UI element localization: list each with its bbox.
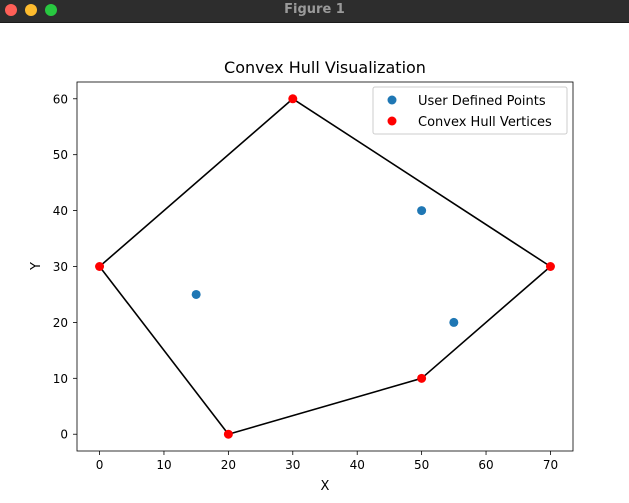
hull-vertex: [95, 262, 105, 271]
hull-edge: [292, 98, 551, 268]
hull-layer: [98, 98, 551, 435]
x-tick-label: 10: [156, 458, 171, 472]
hull-vertex: [223, 429, 233, 439]
x-axis-label: X: [321, 479, 330, 494]
y-tick-label: 50: [53, 148, 68, 162]
x-tick-label: 70: [543, 458, 558, 472]
hull-vertex: [417, 373, 427, 383]
x-axis: 0 10 20 30 40 50 60 70: [96, 451, 558, 472]
y-tick-label: 40: [53, 204, 68, 218]
x-tick-label: 20: [221, 458, 236, 472]
plot-area: [76, 81, 574, 452]
legend-label-hull-vertices: Convex Hull Vertices: [418, 115, 552, 130]
user-point: [191, 289, 201, 299]
chart-title: Convex Hull Visualization: [224, 58, 426, 77]
window-titlebar: Figure 1: [0, 0, 629, 23]
y-tick-label: 0: [60, 428, 68, 442]
window-title: Figure 1: [284, 2, 345, 17]
legend: User Defined Points Convex Hull Vertices: [372, 86, 568, 135]
y-tick-label: 60: [53, 92, 68, 106]
y-tick-label: 20: [53, 316, 68, 330]
figure-canvas: Convex Hull Visualization 0 10 20 30 40 50 60 7…: [0, 23, 629, 499]
hull-edge: [98, 266, 230, 435]
x-tick-label: 50: [414, 458, 429, 472]
hull-vertex: [545, 262, 555, 271]
legend-marker-hull-vertices: [387, 116, 397, 126]
y-tick-label: 10: [53, 372, 68, 386]
scatter-chart: Convex Hull Visualization 0 10 20 30 40 50 60 7…: [29, 58, 574, 494]
legend-box: [372, 86, 568, 135]
y-tick-label: 30: [53, 260, 68, 274]
zoom-window-button[interactable]: [45, 4, 57, 16]
legend-marker-user-points: [387, 95, 397, 105]
hull-edge: [228, 377, 422, 435]
hull-vertex: [288, 94, 298, 104]
hull-edge: [421, 265, 551, 379]
legend-label-user-points: User Defined Points: [418, 94, 546, 109]
x-tick-label: 0: [96, 458, 104, 472]
x-tick-label: 40: [350, 458, 365, 472]
hull-edge: [99, 98, 294, 268]
user-point: [417, 206, 427, 216]
y-axis-label: Y: [29, 262, 44, 271]
points-layer: [95, 94, 555, 439]
x-tick-label: 60: [478, 458, 493, 472]
user-point: [449, 317, 459, 327]
x-tick-label: 30: [285, 458, 300, 472]
close-window-button[interactable]: [5, 4, 17, 16]
minimize-window-button[interactable]: [25, 4, 37, 16]
y-axis: 0 10 20 30 40 50 60: [53, 92, 77, 442]
